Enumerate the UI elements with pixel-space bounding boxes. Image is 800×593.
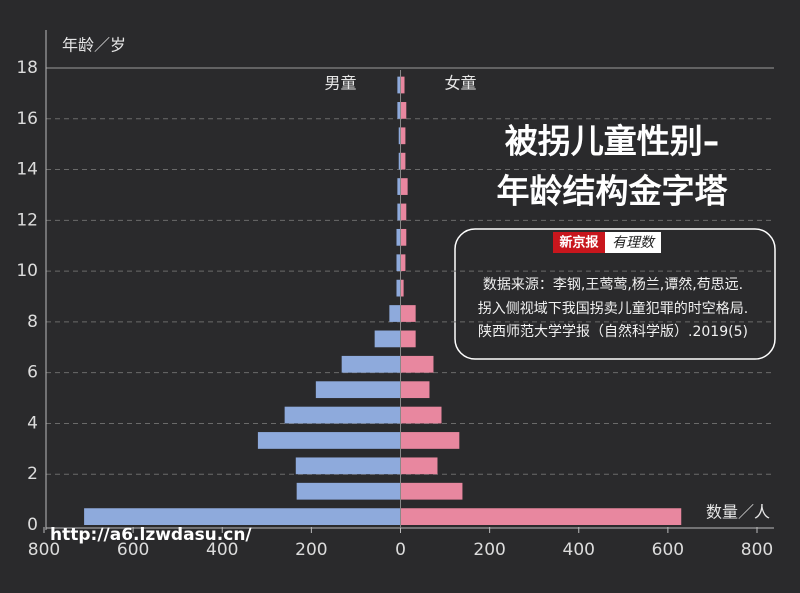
x-tick-label: 600	[652, 540, 684, 560]
y-tick-label: 6	[27, 363, 38, 383]
bar	[398, 152, 401, 170]
bar	[296, 482, 401, 500]
legend-label: 男童	[324, 74, 356, 93]
logo-box	[605, 232, 661, 253]
x-tick-label: 0	[395, 540, 406, 560]
bar	[400, 355, 434, 373]
y-tick-label: 0	[27, 515, 38, 535]
bar	[396, 279, 401, 297]
x-tick-label: 400	[563, 540, 595, 560]
bar	[400, 330, 416, 348]
bar	[400, 508, 682, 525]
bar	[400, 279, 404, 297]
x-tick-label: 200	[295, 540, 327, 560]
legend-label: 女童	[444, 74, 476, 93]
bar	[400, 432, 460, 449]
bar	[400, 228, 407, 246]
x-tick-label: 200	[473, 540, 505, 560]
bar	[400, 178, 408, 195]
y-axis-label: 年龄／岁	[62, 36, 126, 55]
x-tick-label: 600	[117, 540, 149, 560]
bar	[374, 330, 401, 348]
bar	[397, 203, 401, 221]
logo-box	[553, 232, 605, 253]
bar	[400, 152, 406, 170]
x-tick-label: 800	[28, 540, 60, 560]
chart-title: 被拐儿童性别–	[505, 122, 720, 161]
y-tick-label: 2	[27, 464, 38, 484]
bar	[389, 305, 401, 322]
bar	[398, 127, 401, 145]
y-tick-label: 8	[27, 312, 38, 332]
bar	[396, 228, 401, 246]
watermark: http://a6.lzwdasu.cn/	[50, 525, 252, 545]
bar	[400, 305, 416, 322]
bar	[397, 102, 401, 119]
source: 数据来源：李钢,王莺莺,杨兰,谭然,苟思远.	[483, 276, 743, 293]
y-tick-label: 14	[16, 160, 38, 180]
y-tick-label: 18	[16, 58, 38, 78]
y-tick-label: 12	[16, 210, 38, 230]
bar	[400, 102, 407, 119]
bar	[400, 457, 438, 475]
logo: 新京报	[559, 235, 599, 251]
x-tick-label: 800	[741, 540, 773, 560]
chart-title: 年龄结构金字塔	[497, 172, 729, 211]
bar	[400, 381, 430, 399]
logo: 有理数	[612, 235, 656, 251]
bar	[400, 127, 406, 145]
bar	[295, 457, 401, 475]
bar	[397, 178, 401, 195]
bar	[400, 406, 442, 424]
y-tick-label: 16	[16, 109, 38, 129]
source: 陕西师范大学学报（自然科学版）.2019(5)	[478, 323, 748, 340]
bar	[400, 482, 463, 500]
bar	[84, 508, 401, 525]
bar	[315, 381, 401, 399]
source-box	[454, 228, 776, 360]
bar	[341, 355, 401, 373]
bar	[397, 76, 401, 94]
y-tick-label: 4	[27, 413, 38, 433]
bar	[400, 254, 406, 272]
y-tick-label: 10	[16, 261, 38, 281]
bar	[400, 203, 407, 221]
source: 拐入侧视域下我国拐卖儿童犯罪的时空格局.	[478, 300, 748, 317]
bar	[257, 432, 401, 449]
bar	[400, 76, 405, 94]
bar	[284, 406, 401, 424]
x-axis-label: 数量／人	[706, 503, 770, 522]
bar	[396, 254, 401, 272]
x-tick-label: 400	[206, 540, 238, 560]
